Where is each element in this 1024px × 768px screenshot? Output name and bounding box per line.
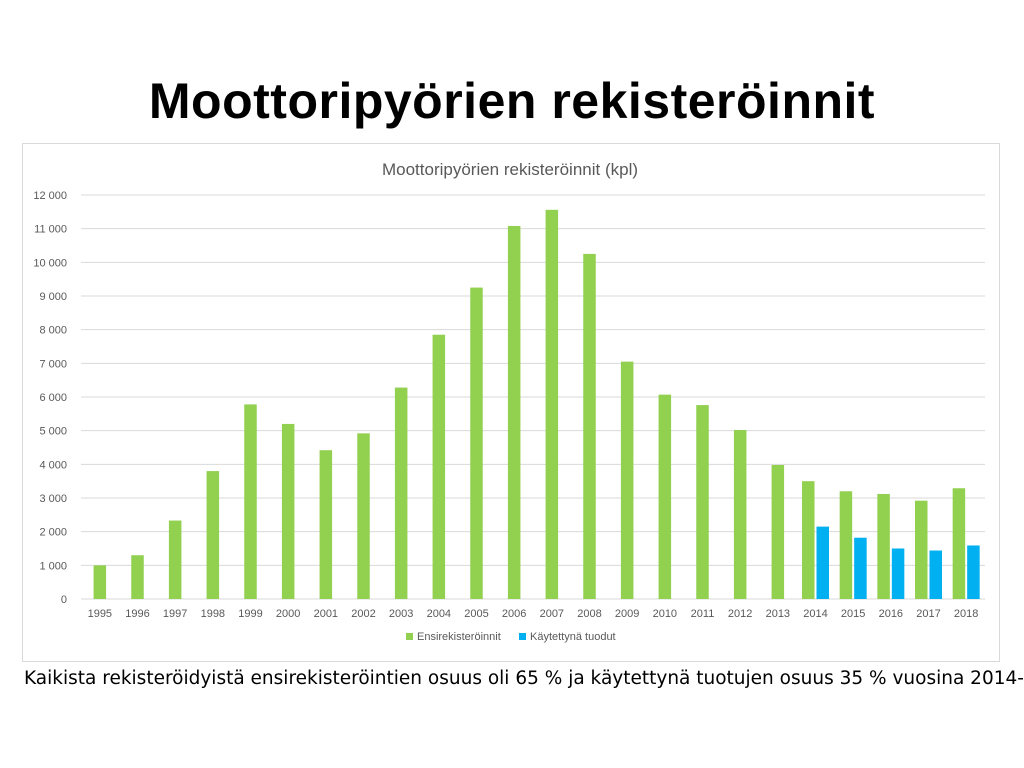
x-tick-label: 2012 xyxy=(728,608,752,620)
y-axis-ticks: 0 1 000 2 000 3 000 4 000 5 000 6 000 7 000 8 00… xyxy=(33,190,67,606)
y-tick-label: 0 xyxy=(61,594,67,606)
x-tick-label: 2017 xyxy=(916,608,940,620)
y-tick-label: 7 000 xyxy=(39,358,67,370)
chart-title: Moottoripyörien rekisteröinnit (kpl) xyxy=(382,160,638,179)
y-tick-label: 9 000 xyxy=(39,291,67,303)
legend-swatch xyxy=(519,633,526,640)
bar-ensirekisteroinnit xyxy=(771,465,785,599)
bar-kaytettyna-tuodut xyxy=(816,526,829,599)
bar-ensirekisteroinnit xyxy=(357,433,370,599)
bars xyxy=(93,209,980,599)
bar-ensirekisteroinnit xyxy=(281,423,295,599)
x-tick-label: 2003 xyxy=(389,608,413,620)
x-tick-label: 2016 xyxy=(879,608,903,620)
x-tick-label: 2001 xyxy=(314,608,338,620)
y-tick-label: 10 000 xyxy=(33,257,67,269)
bar-kaytettyna-tuodut xyxy=(929,550,942,599)
x-tick-label: 2002 xyxy=(351,608,375,620)
legend-swatch xyxy=(406,633,413,640)
bar-kaytettyna-tuodut xyxy=(967,545,980,599)
x-tick-label: 1999 xyxy=(238,608,262,620)
bar-ensirekisteroinnit xyxy=(839,491,853,599)
y-tick-label: 12 000 xyxy=(33,190,67,202)
bar-ensirekisteroinnit xyxy=(545,209,559,599)
x-tick-label: 1997 xyxy=(163,608,187,620)
x-axis-ticks: 1995 1996 1997 1998 1999 2000 2001 2002 2003 2004… xyxy=(88,608,979,620)
chart-container: Moottoripyörien rekisteröinnit (kpl) 0 1 … xyxy=(22,143,1000,662)
bar-kaytettyna-tuodut xyxy=(854,537,867,599)
bar-ensirekisteroinnit xyxy=(432,334,446,599)
x-tick-label: 2018 xyxy=(954,608,978,620)
gridlines xyxy=(81,194,985,600)
x-tick-label: 2008 xyxy=(577,608,601,620)
y-tick-label: 1 000 xyxy=(39,560,67,572)
bar-ensirekisteroinnit xyxy=(658,394,672,599)
x-tick-label: 1998 xyxy=(201,608,225,620)
x-tick-label: 1996 xyxy=(125,608,149,620)
x-tick-label: 2014 xyxy=(803,608,827,620)
y-tick-label: 8 000 xyxy=(39,325,67,337)
x-tick-label: 2011 xyxy=(691,608,715,620)
x-tick-label: 2004 xyxy=(427,608,451,620)
footnote-text: Kaikista rekisteröidyistä ensirekisteröi… xyxy=(24,668,1024,689)
x-tick-label: 2015 xyxy=(841,608,865,620)
bar-ensirekisteroinnit xyxy=(319,450,333,599)
bar-ensirekisteroinnit xyxy=(877,493,890,599)
y-tick-label: 4 000 xyxy=(39,459,67,471)
bar-ensirekisteroinnit xyxy=(244,404,257,599)
bar-ensirekisteroinnit xyxy=(206,471,220,599)
x-tick-label: 2005 xyxy=(464,608,488,620)
bar-ensirekisteroinnit xyxy=(952,488,966,599)
slide-title: Moottoripyörien rekisteröinnit xyxy=(148,73,876,129)
bar-ensirekisteroinnit xyxy=(470,287,483,599)
bar-ensirekisteroinnit xyxy=(620,361,634,599)
x-tick-label: 2013 xyxy=(766,608,790,620)
legend-label: Ensirekisteröinnit xyxy=(417,631,501,643)
bar-ensirekisteroinnit xyxy=(394,387,408,599)
bar-ensirekisteroinnit xyxy=(583,253,596,599)
x-tick-label: 2006 xyxy=(502,608,526,620)
x-tick-label: 1995 xyxy=(88,608,112,620)
x-tick-label: 2000 xyxy=(276,608,300,620)
y-tick-label: 11 000 xyxy=(34,224,67,236)
legend-label: Käytettynä tuodut xyxy=(530,631,616,643)
bar-ensirekisteroinnit xyxy=(131,555,144,599)
bar-ensirekisteroinnit xyxy=(507,225,521,599)
bar-ensirekisteroinnit xyxy=(168,520,182,599)
y-tick-label: 3 000 xyxy=(39,493,67,505)
y-tick-label: 2 000 xyxy=(39,527,67,539)
y-tick-label: 5 000 xyxy=(39,426,67,438)
bar-ensirekisteroinnit xyxy=(733,429,747,599)
bar-ensirekisteroinnit xyxy=(93,565,107,599)
y-tick-label: 6 000 xyxy=(39,392,67,404)
bar-ensirekisteroinnit xyxy=(696,405,709,599)
x-tick-label: 2009 xyxy=(615,608,639,620)
x-tick-label: 2007 xyxy=(540,608,564,620)
bar-ensirekisteroinnit xyxy=(802,481,815,599)
bar-ensirekisteroinnit xyxy=(915,500,928,599)
legend: Ensirekisteröinnit Käytettynä tuodut xyxy=(406,631,616,643)
bar-chart: Moottoripyörien rekisteröinnit (kpl) 0 1 … xyxy=(33,160,985,643)
x-tick-label: 2010 xyxy=(653,608,677,620)
bar-kaytettyna-tuodut xyxy=(891,548,905,599)
